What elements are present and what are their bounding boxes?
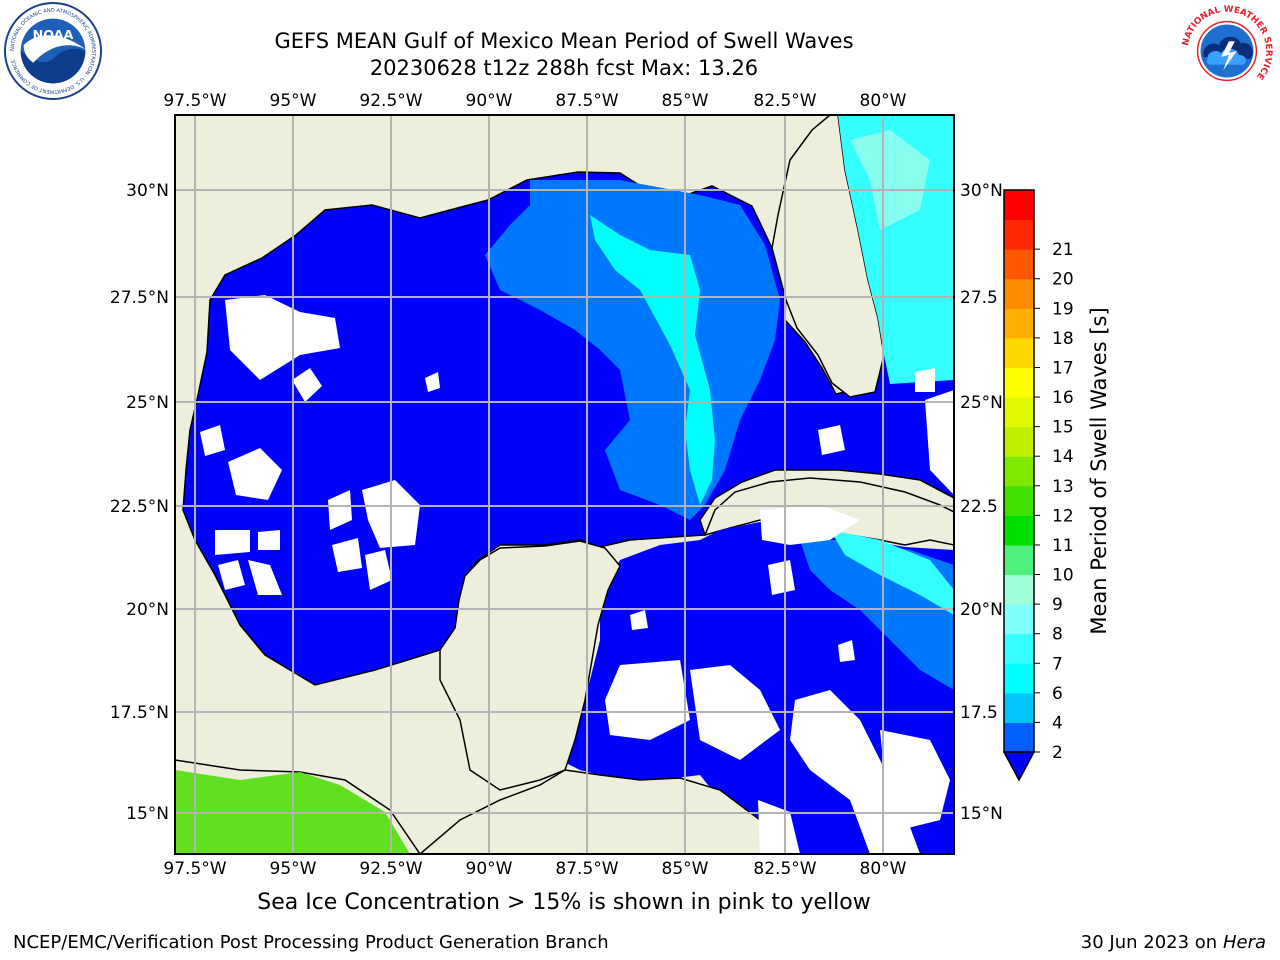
- colorbar-tick-label: 7: [1052, 654, 1063, 674]
- colorbar-tick-label: 19: [1052, 299, 1074, 319]
- chart-title: GEFS MEAN Gulf of Mexico Mean Period of …: [274, 29, 854, 53]
- lon-label-bottom: 92.5°W: [359, 859, 422, 879]
- lon-label-bottom: 80°W: [860, 859, 907, 879]
- colorbar-segment: [1004, 367, 1034, 398]
- colorbar-tick-label: 9: [1052, 595, 1063, 615]
- colorbar-segment: [1004, 663, 1034, 694]
- lon-label-top: 92.5°W: [359, 91, 422, 111]
- lat-label-left: 22.5°N: [110, 497, 169, 517]
- colorbar-tick-label: 21: [1052, 240, 1074, 260]
- nws-logo: NATIONAL WEATHER SERVICE: [1178, 2, 1276, 100]
- lat-label-left: 25°N: [126, 393, 169, 413]
- swell-tongue-cyan: [590, 215, 715, 505]
- credit-text: NCEP/EMC/Verification Post Processing Pr…: [13, 932, 609, 953]
- caribbean-swell-cyan: [830, 530, 954, 615]
- colorbar-segment: [1004, 426, 1034, 457]
- machine-name: Hera: [1222, 932, 1266, 953]
- colorbar-segment: [1004, 456, 1034, 487]
- atlantic-swell-light: [850, 130, 930, 230]
- colorbar-segment: [1004, 633, 1034, 664]
- chart-subtitle: 20230628 t12z 288h fcst Max: 13.26: [369, 56, 759, 80]
- map-frame: [174, 114, 955, 855]
- colorbar-segment: [1004, 278, 1034, 309]
- lat-label-left: 20°N: [126, 600, 169, 620]
- lat-label-left: 15°N: [126, 804, 169, 824]
- date-value: 30 Jun 2023 on: [1080, 932, 1218, 953]
- lat-label-right: 17.5: [960, 703, 998, 723]
- colorbar-segment: [1004, 219, 1034, 250]
- lon-label-top: 85°W: [662, 91, 709, 111]
- noaa-logo-text: NOAA: [33, 28, 74, 43]
- colorbar-ticks: 2 4 6 7 8 9 10 11 12 13 14 15 16 17 18 19 20 21: [1034, 240, 1074, 763]
- colorbar-tick-label: 6: [1052, 684, 1063, 704]
- colorbar-segment: [1004, 249, 1034, 280]
- colorbar-extend-arrow: [1002, 751, 1036, 782]
- colorbar-segment: [1004, 485, 1034, 516]
- lon-label-bottom: 97.5°W: [163, 859, 226, 879]
- lat-label-right: 22.5: [960, 497, 998, 517]
- colorbar-tick-label: 4: [1052, 713, 1063, 733]
- sea-ice-note: Sea Ice Concentration > 15% is shown in …: [257, 890, 871, 915]
- lon-label-top: 90°W: [466, 91, 513, 111]
- colorbar-segment: [1004, 692, 1034, 723]
- lon-label-bottom: 82.5°W: [753, 859, 816, 879]
- colorbar-label: Mean Period of Swell Waves [s]: [1087, 307, 1111, 634]
- lon-label-bottom: 95°W: [270, 859, 317, 879]
- lon-label-bottom: 90°W: [466, 859, 513, 879]
- lat-label-right: 30°N: [960, 181, 1003, 201]
- lon-label-top: 80°W: [860, 91, 907, 111]
- lat-label-right: 20°N: [960, 600, 1003, 620]
- colorbar-tick-label: 12: [1052, 506, 1074, 526]
- lat-label-left: 27.5°N: [110, 288, 169, 308]
- colorbar-tick-label: 17: [1052, 358, 1074, 378]
- lat-label-right: 15°N: [960, 804, 1003, 824]
- date-text: 30 Jun 2023 on Hera: [1081, 932, 1266, 953]
- colorbar-tick-label: 8: [1052, 625, 1063, 645]
- colorbar-segment: [1004, 544, 1034, 576]
- colorbar-tick-label: 2: [1052, 743, 1063, 763]
- colorbar-tick-label: 14: [1052, 447, 1074, 467]
- colorbar-tick-label: 13: [1052, 477, 1074, 497]
- lat-label-right: 25°N: [960, 393, 1003, 413]
- colorbar-frame: [1003, 189, 1035, 753]
- colorbar-segment: [1004, 308, 1034, 339]
- graticule: [175, 115, 954, 854]
- lat-label-left: 17.5°N: [110, 703, 169, 723]
- yucatan-land: [439, 540, 621, 791]
- colorbar-tick-label: 10: [1052, 566, 1074, 586]
- colorbar-tick-label: 11: [1052, 536, 1074, 556]
- colorbar-tick-label: 18: [1052, 329, 1074, 349]
- colorbar: [1002, 189, 1036, 782]
- lon-label-top: 82.5°W: [753, 91, 816, 111]
- colorbar-tick-label: 15: [1052, 418, 1074, 438]
- lat-label-left: 30°N: [126, 181, 169, 201]
- colorbar-segment: [1004, 515, 1034, 546]
- lon-label-bottom: 85°W: [662, 859, 709, 879]
- colorbar-tick-label: 16: [1052, 388, 1074, 408]
- colorbar-segment: [1004, 190, 1034, 221]
- noaa-logo: NATIONAL OCEANIC AND ATMOSPHERIC ADMINIS…: [4, 2, 102, 100]
- lat-label-right: 27.5: [960, 288, 998, 308]
- colorbar-segment: [1004, 574, 1034, 605]
- colorbar-segment: [1004, 722, 1034, 753]
- colorbar-segment: [1004, 337, 1034, 368]
- lon-label-bottom: 87.5°W: [555, 859, 618, 879]
- lon-label-top: 97.5°W: [163, 91, 226, 111]
- colorbar-segment: [1004, 397, 1034, 428]
- colorbar-tick-label: 20: [1052, 270, 1074, 290]
- colorbar-segment: [1004, 604, 1034, 635]
- lon-label-top: 95°W: [270, 91, 317, 111]
- lon-label-top: 87.5°W: [555, 91, 618, 111]
